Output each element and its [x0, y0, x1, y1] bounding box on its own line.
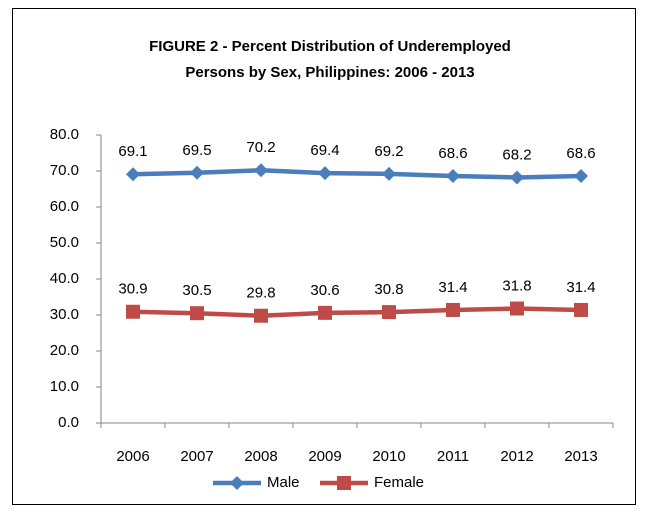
x-tick-label: 2009	[308, 448, 341, 465]
data-point	[510, 301, 524, 316]
x-tick-label: 2011	[437, 448, 469, 465]
data-label: 70.2	[246, 139, 275, 156]
data-point	[254, 308, 268, 323]
data-label: 30.9	[118, 281, 147, 298]
data-point	[254, 163, 268, 178]
data-point	[382, 305, 396, 320]
legend-label: Female	[374, 474, 424, 491]
legend-marker	[230, 476, 244, 490]
chart-border	[12, 8, 636, 505]
y-tick-label: 60.0	[50, 198, 79, 215]
data-label: 30.8	[374, 281, 403, 298]
data-point	[318, 166, 332, 181]
data-label: 30.5	[182, 282, 211, 299]
data-point	[190, 165, 204, 180]
data-label: 31.8	[502, 277, 531, 294]
data-point	[446, 302, 460, 317]
series-line	[132, 168, 582, 180]
data-point	[574, 302, 588, 317]
data-label: 30.6	[310, 282, 339, 299]
x-tick-label: 2013	[564, 448, 597, 465]
data-label: 68.2	[502, 146, 531, 163]
chart-subtitle: Persons by Sex, Philippines: 2006 - 2013	[185, 64, 474, 81]
legend-label: Male	[267, 474, 300, 491]
x-tick-label: 2012	[500, 448, 533, 465]
data-point	[126, 167, 140, 182]
x-tick-label: 2007	[180, 448, 213, 465]
y-tick-label: 20.0	[50, 342, 79, 359]
legend-marker	[337, 476, 351, 490]
data-label: 68.6	[566, 145, 595, 162]
data-label: 31.4	[438, 279, 467, 296]
data-label: 69.2	[374, 143, 403, 160]
data-point	[446, 169, 460, 184]
data-label: 68.6	[438, 145, 467, 162]
data-point	[318, 305, 332, 320]
y-tick-label: 80.0	[50, 126, 79, 143]
data-label: 69.5	[182, 142, 211, 159]
data-point	[382, 166, 396, 181]
data-label: 69.4	[310, 142, 339, 159]
y-tick-label: 30.0	[50, 306, 79, 323]
x-tick-label: 2010	[372, 448, 405, 465]
data-label: 29.8	[246, 285, 275, 302]
chart-title: FIGURE 2 - Percent Distribution of Under…	[149, 38, 511, 55]
data-point	[126, 304, 140, 319]
y-tick-label: 50.0	[50, 234, 79, 251]
x-tick-label: 2008	[244, 448, 277, 465]
data-point	[574, 169, 588, 184]
y-tick-label: 10.0	[50, 378, 79, 395]
x-tick-label: 2006	[116, 448, 149, 465]
series-line	[132, 306, 582, 318]
y-tick-label: 0.0	[58, 414, 79, 431]
data-label: 31.4	[566, 279, 595, 296]
data-label: 69.1	[118, 143, 147, 160]
y-tick-label: 40.0	[50, 270, 79, 287]
y-tick-label: 70.0	[50, 162, 79, 179]
data-point	[190, 306, 204, 321]
data-point	[510, 170, 524, 185]
